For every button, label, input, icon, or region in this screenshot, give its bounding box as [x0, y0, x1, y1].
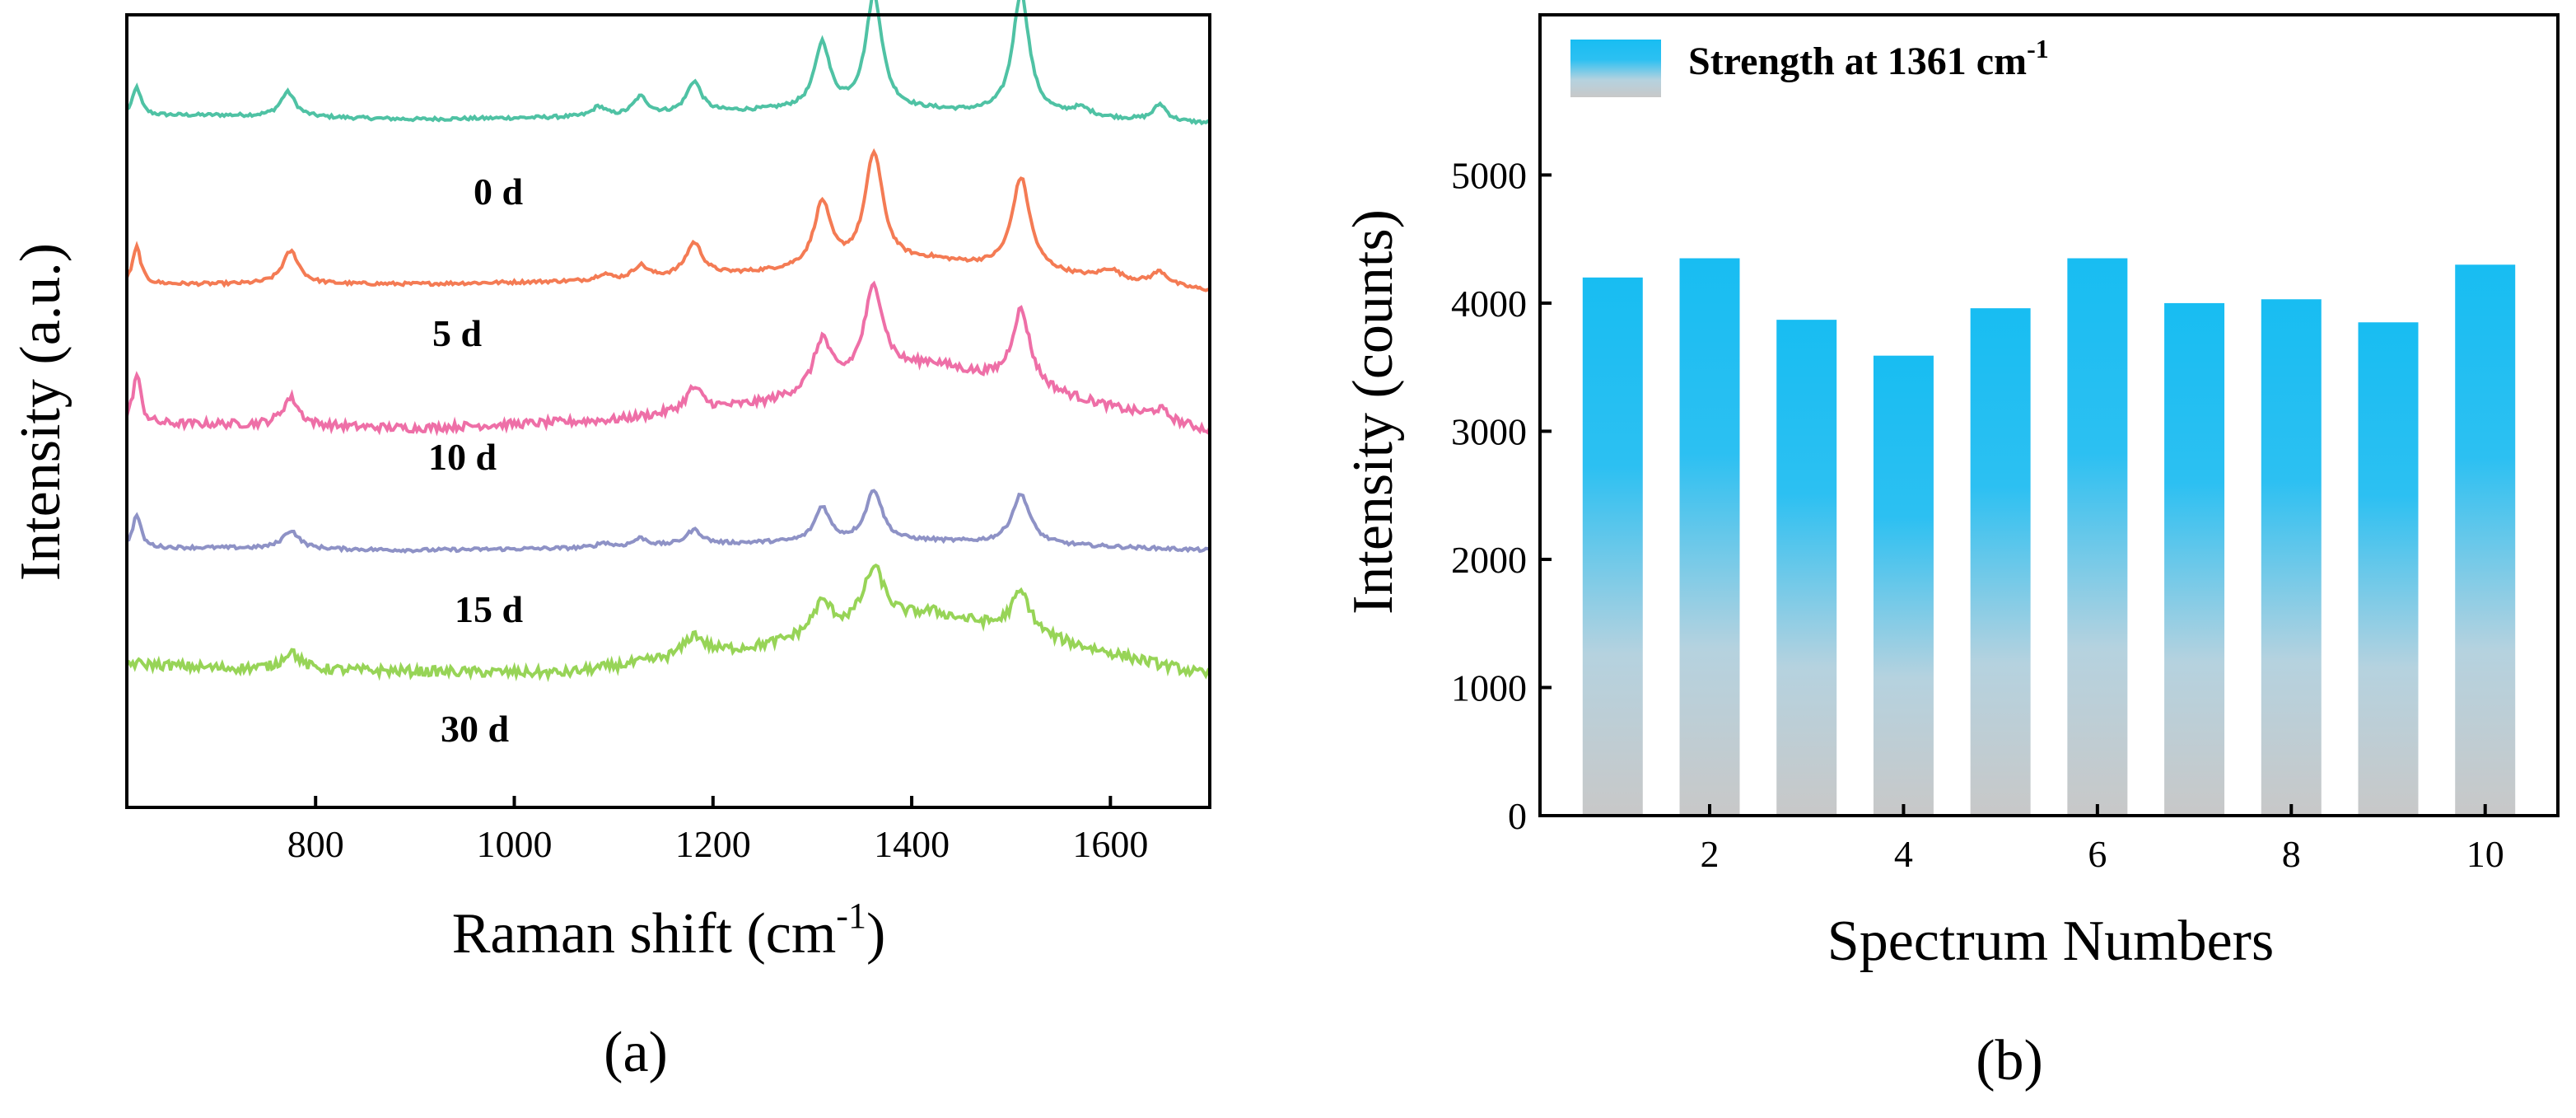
panel-label-a: (a) [604, 1021, 668, 1084]
y-tick-label: 4000 [1451, 283, 1527, 325]
bar-y-ticks: 0 1000 2000 3000 4000 5000 [1451, 154, 1552, 837]
bar-spectrum-6 [2067, 258, 2128, 816]
bar-plot-frame [1538, 13, 2560, 817]
bar-x-axis-label: Spectrum Numbers [1827, 910, 2274, 973]
spectrum-trace-15d [126, 489, 1210, 554]
y-tick-label: 1000 [1451, 667, 1527, 709]
bar-panel: 0 1000 2000 3000 4000 5000 2 4 6 8 10 Strength at… [1342, 13, 2560, 1092]
trace-label: 15 d [455, 588, 524, 630]
bar-y-axis-label: Intensity (counts) [1342, 209, 1405, 615]
bar-spectrum-1 [1582, 277, 1643, 816]
legend: Strength at 1361 cm-1 [1570, 34, 2049, 97]
x-tick-label: 1000 [477, 823, 553, 865]
legend-label: Strength at 1361 cm-1 [1688, 34, 2049, 83]
panel-label-b: (b) [1976, 1029, 2043, 1092]
x-tick-label: 1600 [1072, 823, 1148, 865]
y-tick-label: 2000 [1451, 539, 1527, 581]
x-tick-label: 800 [287, 823, 344, 865]
bar-spectrum-2 [1679, 258, 1740, 816]
trace-labels: 0 d 5 d 10 d 15 d 30 d [428, 171, 524, 750]
bar-series [1582, 258, 2516, 816]
trace-label: 0 d [474, 171, 524, 213]
x-tick-label: 4 [1894, 833, 1913, 875]
x-tick-label: 8 [2282, 833, 2301, 875]
y-tick-label: 3000 [1451, 410, 1527, 452]
spectra-traces [125, 0, 1211, 683]
x-tick-label: 10 [2466, 833, 2504, 875]
bar-spectrum-4 [1873, 355, 1934, 816]
trace-label: 5 d [432, 312, 483, 354]
spectrum-trace-5d [125, 147, 1211, 292]
legend-swatch [1570, 40, 1661, 97]
spectra-x-ticks: 800 1000 1200 1400 1600 [287, 796, 1148, 865]
bar-x-ticks: 2 4 6 8 10 [1701, 804, 2504, 875]
y-tick-label: 0 [1508, 795, 1527, 837]
spectrum-trace-30d [125, 564, 1211, 683]
spectrum-trace-10d [125, 280, 1211, 437]
x-tick-label: 1400 [874, 823, 950, 865]
y-tick-label: 5000 [1451, 154, 1527, 196]
bar-spectrum-3 [1776, 320, 1837, 816]
bar-spectrum-5 [1970, 308, 2031, 816]
spectra-y-axis-label: Intensity (a.u.) [9, 243, 72, 581]
trace-label: 10 d [428, 436, 497, 478]
trace-label: 30 d [441, 708, 510, 750]
bar-spectrum-7 [2164, 302, 2225, 816]
spectra-plot-frame [125, 13, 1211, 809]
spectrum-trace-0d [126, 0, 1211, 126]
spectra-panel: 0 d 5 d 10 d 15 d 30 d 800 1000 1200 1400 1600 R… [9, 0, 1211, 1084]
spectra-x-axis-label: Raman shift (cm-1) [452, 896, 886, 966]
bar-spectrum-10 [2455, 264, 2516, 816]
x-tick-label: 2 [1701, 833, 1720, 875]
x-tick-label: 6 [2088, 833, 2107, 875]
bar-spectrum-8 [2261, 299, 2322, 816]
bar-spectrum-9 [2358, 322, 2419, 816]
x-tick-label: 1200 [675, 823, 751, 865]
